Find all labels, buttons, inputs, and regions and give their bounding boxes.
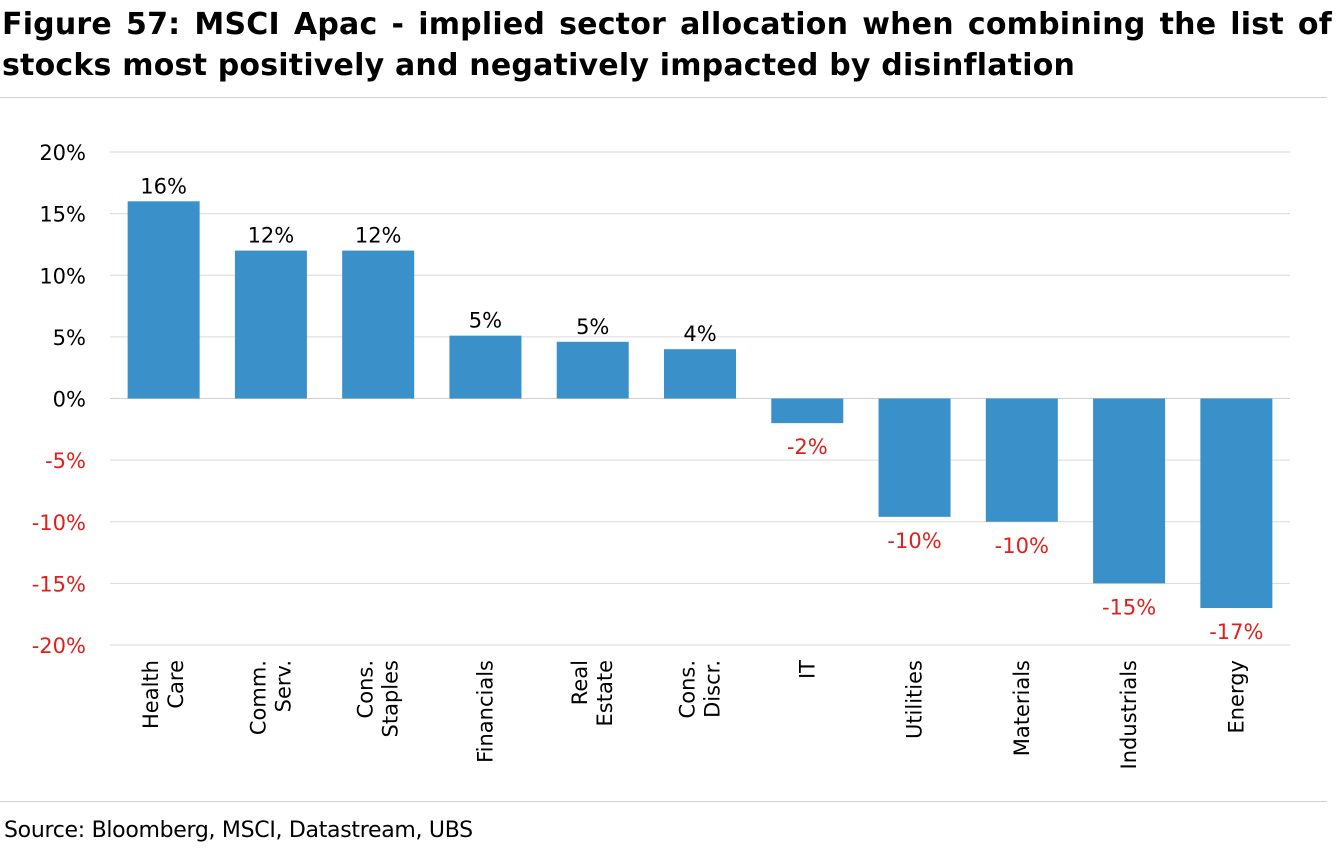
bar — [985, 398, 1058, 522]
bar-chart: 20% 15% 10% 5% 0% -5% -10% -15% -20% 16% 12% 12% 5%… — [32, 141, 1290, 770]
y-tick-label: -20% — [32, 634, 86, 658]
x-tick-label: Materials — [1010, 660, 1034, 756]
y-tick-label: 0% — [53, 388, 86, 412]
data-label: -15% — [1102, 595, 1156, 619]
y-tick-label: -10% — [32, 511, 86, 535]
top-divider — [0, 97, 1327, 98]
data-label: 16% — [140, 174, 187, 198]
x-tick-label: Real — [568, 660, 592, 705]
x-tick-label: Financials — [473, 660, 497, 763]
bar — [234, 250, 307, 399]
data-label: -2% — [787, 435, 828, 459]
bars — [127, 201, 1273, 609]
bar — [664, 349, 736, 399]
x-tick-label: Staples — [379, 660, 403, 737]
data-label: 5% — [469, 309, 502, 333]
data-label: 5% — [576, 315, 609, 339]
x-tick-label: Comm. — [246, 660, 270, 735]
bar — [556, 341, 629, 399]
data-label: -10% — [995, 534, 1049, 558]
x-tick-label: Utilities — [903, 660, 927, 739]
y-tick-label: 15% — [39, 203, 86, 227]
x-axis: Health Care Comm. Serv. Cons. Staples Financia… — [139, 660, 1248, 770]
chart-title: Figure 57: MSCI Apac - implied sector al… — [2, 7, 1332, 83]
bar — [1200, 398, 1273, 609]
x-tick-label: Industrials — [1117, 660, 1141, 769]
y-tick-label: -5% — [45, 449, 86, 473]
x-tick-label: Estate — [593, 660, 617, 726]
x-tick-label: Energy — [1224, 660, 1248, 734]
bar — [127, 201, 200, 399]
data-label: -10% — [887, 529, 941, 553]
data-label: 12% — [355, 224, 402, 248]
data-label: 12% — [248, 224, 295, 248]
bar — [771, 398, 844, 424]
bar — [449, 335, 522, 399]
y-tick-label: 5% — [53, 326, 86, 350]
bottom-divider — [0, 801, 1327, 802]
x-tick-label: Cons. — [354, 660, 378, 718]
x-tick-label: Health — [139, 660, 163, 729]
data-label: -17% — [1209, 620, 1263, 644]
y-tick-label: 10% — [39, 264, 86, 288]
bar — [878, 398, 951, 517]
y-axis: 20% 15% 10% 5% 0% -5% -10% -15% -20% — [32, 141, 86, 658]
data-labels: 16% 12% 12% 5% 5% 4% -2% -10% -10% -15% -17% — [140, 174, 1263, 644]
bar — [342, 250, 415, 399]
bar — [1093, 398, 1166, 584]
y-tick-label: 20% — [39, 141, 86, 165]
x-tick-label: Care — [164, 660, 188, 709]
x-tick-label: IT — [795, 660, 819, 679]
source-note: Source: Bloomberg, MSCI, Datastream, UBS — [4, 818, 473, 843]
y-tick-label: -15% — [32, 572, 86, 596]
x-tick-label: Discr. — [701, 660, 725, 718]
data-label: 4% — [683, 322, 716, 346]
x-tick-label: Cons. — [676, 660, 700, 718]
x-tick-label: Serv. — [271, 660, 295, 712]
